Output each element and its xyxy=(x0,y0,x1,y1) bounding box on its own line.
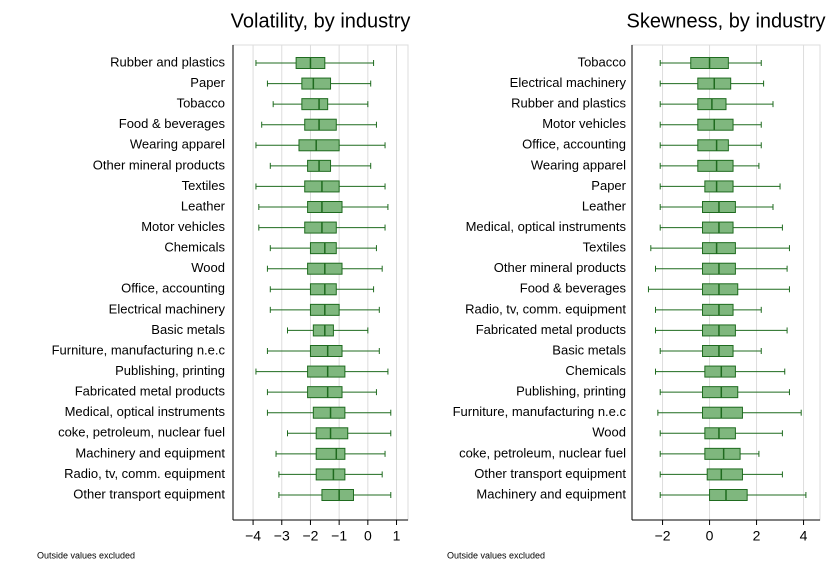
category-label: Office, accounting xyxy=(522,137,626,152)
category-label: Furniture, manufacturing n.e.c xyxy=(453,404,627,419)
box xyxy=(307,201,343,213)
x-tick-label: −4 xyxy=(245,528,261,544)
category-label: Electrical machinery xyxy=(510,75,627,90)
x-tick-label: 1 xyxy=(393,528,401,544)
category-label: Wearing apparel xyxy=(531,157,626,172)
box xyxy=(702,386,739,399)
box xyxy=(702,406,743,419)
box xyxy=(312,406,346,419)
box xyxy=(704,447,741,460)
x-tick-label: −2 xyxy=(655,528,671,544)
category-label: Office, accounting xyxy=(121,281,225,296)
box xyxy=(709,489,748,501)
box xyxy=(702,303,734,316)
category-label: Rubber and plastics xyxy=(511,96,626,111)
x-tick-label: 0 xyxy=(364,528,372,544)
box xyxy=(321,489,354,501)
note: Outside values excluded xyxy=(37,550,135,560)
box xyxy=(309,283,337,296)
category-label: Paper xyxy=(591,178,626,193)
category-label: Fabricated metal products xyxy=(75,384,226,399)
box xyxy=(301,98,329,111)
box xyxy=(704,180,734,193)
box xyxy=(702,345,734,357)
category-label: Furniture, manufacturing n.e.c xyxy=(52,342,226,357)
category-label: Machinery and equipment xyxy=(75,445,225,460)
box xyxy=(704,427,736,440)
x-tick-label: 2 xyxy=(753,528,761,544)
chart-title: Skewness, by industry xyxy=(627,10,826,32)
box xyxy=(315,447,346,460)
box xyxy=(307,386,343,399)
category-label: Other mineral products xyxy=(494,260,627,275)
box xyxy=(301,77,332,90)
category-label: Tobacco xyxy=(177,96,225,111)
box xyxy=(706,468,743,481)
category-label: Tobacco xyxy=(578,54,626,69)
category-label: Leather xyxy=(582,198,627,213)
box xyxy=(304,118,337,131)
x-tick-label: −1 xyxy=(331,528,347,544)
category-label: Fabricated metal products xyxy=(476,322,627,337)
category-label: Basic metals xyxy=(151,322,225,337)
category-label: coke, petroleum, nuclear fuel xyxy=(459,445,626,460)
box xyxy=(309,242,337,255)
category-label: Basic metals xyxy=(552,342,626,357)
category-label: Rubber and plastics xyxy=(110,54,225,69)
category-label: Other mineral products xyxy=(93,157,226,172)
box xyxy=(702,283,739,296)
category-label: Wood xyxy=(191,260,225,275)
category-label: Electrical machinery xyxy=(109,301,226,316)
category-label: Textiles xyxy=(583,240,627,255)
box xyxy=(298,139,340,152)
box xyxy=(309,345,343,357)
box xyxy=(697,159,734,172)
category-label: Publishing, printing xyxy=(115,363,225,378)
box xyxy=(312,324,334,337)
x-tick-label: 0 xyxy=(706,528,714,544)
x-tick-label: −2 xyxy=(302,528,318,544)
category-label: Machinery and equipment xyxy=(476,486,626,501)
box xyxy=(307,365,346,378)
category-label: Food & beverages xyxy=(119,116,226,131)
chart-title: Volatility, by industry xyxy=(231,10,411,32)
category-label: Other transport equipment xyxy=(73,486,225,501)
category-label: coke, petroleum, nuclear fuel xyxy=(58,425,225,440)
category-label: Paper xyxy=(190,75,225,90)
category-label: Radio, tv, comm. equipment xyxy=(465,301,626,316)
box xyxy=(702,242,736,255)
category-label: Medical, optical instruments xyxy=(466,219,627,234)
category-label: Motor vehicles xyxy=(542,116,626,131)
category-label: Other transport equipment xyxy=(474,466,626,481)
category-label: Radio, tv, comm. equipment xyxy=(64,466,225,481)
category-label: Wearing apparel xyxy=(130,137,225,152)
box xyxy=(704,365,736,378)
category-label: Motor vehicles xyxy=(141,219,225,234)
category-label: Food & beverages xyxy=(520,281,627,296)
box xyxy=(697,118,734,131)
box xyxy=(315,427,349,440)
category-label: Leather xyxy=(181,198,226,213)
category-label: Textiles xyxy=(182,178,226,193)
category-label: Publishing, printing xyxy=(516,384,626,399)
box xyxy=(697,139,729,152)
category-label: Wood xyxy=(592,425,626,440)
x-tick-label: −3 xyxy=(274,528,290,544)
category-label: Medical, optical instruments xyxy=(65,404,226,419)
box xyxy=(315,468,346,481)
box xyxy=(702,221,734,234)
category-label: Chemicals xyxy=(565,363,626,378)
box xyxy=(304,221,337,234)
x-tick-label: 4 xyxy=(800,528,808,544)
category-label: Chemicals xyxy=(164,240,225,255)
note: Outside values excluded xyxy=(447,550,545,560)
